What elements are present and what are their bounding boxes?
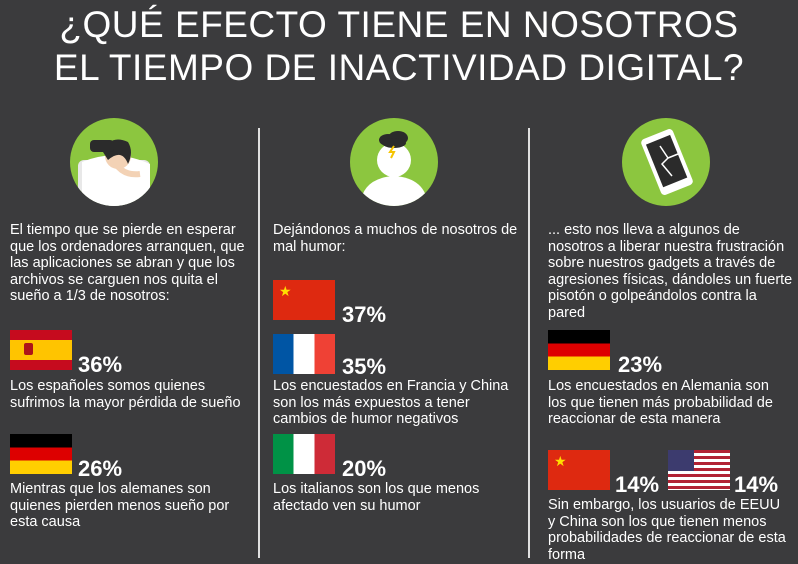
- column-2-stat-3-text: Los italianos son los que menos afectado…: [273, 481, 480, 514]
- column-2-stat-1-percent: 37%: [342, 302, 387, 327]
- usa-flag-icon: [668, 450, 730, 490]
- germany-flag-icon: [10, 434, 72, 474]
- column-2-stat-2-text: Los encuestados en Francia y China son l…: [273, 378, 509, 428]
- page-title-line-1: ¿QUÉ EFECTO TIENE EN NOSOTROS: [59, 4, 739, 45]
- column-3-intro: ... esto nos lleva a algunos de nosotros…: [548, 222, 793, 321]
- column-1-intro: El tiempo que se pierde en esperar que l…: [10, 222, 245, 305]
- column-3-stat-3-percent: 14%: [734, 472, 779, 497]
- column-divider-2: [528, 128, 530, 558]
- column-1-stat-1-percent: 36%: [78, 352, 123, 377]
- column-divider-1: [258, 128, 260, 558]
- china-flag-icon: ★: [548, 450, 610, 490]
- page-title-line-2: EL TIEMPO DE INACTIVIDAD DIGITAL?: [53, 47, 745, 88]
- germany-flag-icon: [548, 330, 610, 370]
- column-3-stat-2-percent: 14%: [615, 472, 660, 497]
- france-flag-icon: [273, 334, 335, 374]
- italy-flag-icon: [273, 434, 335, 474]
- bad-mood-cloud-icon: [350, 118, 438, 206]
- broken-phone-icon: [622, 118, 710, 206]
- column-2-stat-3-percent: 20%: [342, 456, 387, 481]
- column-1-stat-2-percent: 26%: [78, 456, 123, 481]
- spain-flag-icon: [10, 330, 72, 370]
- china-flag-icon: ★: [273, 280, 335, 320]
- column-3-stat-3-text: Sin embargo, los usuarios de EEUU y Chin…: [548, 497, 786, 563]
- column-3-stat-1-text: Los encuestados en Alemania son los que …: [548, 378, 773, 428]
- column-3-stat-1-percent: 23%: [618, 352, 663, 377]
- column-1-stat-1-text: Los españoles somos quienes sufrimos la …: [10, 378, 241, 411]
- column-1-stat-2-text: Mientras que los alemanes son quienes pi…: [10, 481, 230, 531]
- column-2-stat-2-percent: 35%: [342, 354, 387, 379]
- sleepless-person-icon: [70, 118, 158, 206]
- column-2-intro: Dejándonos a muchos de nosotros de mal h…: [273, 222, 518, 255]
